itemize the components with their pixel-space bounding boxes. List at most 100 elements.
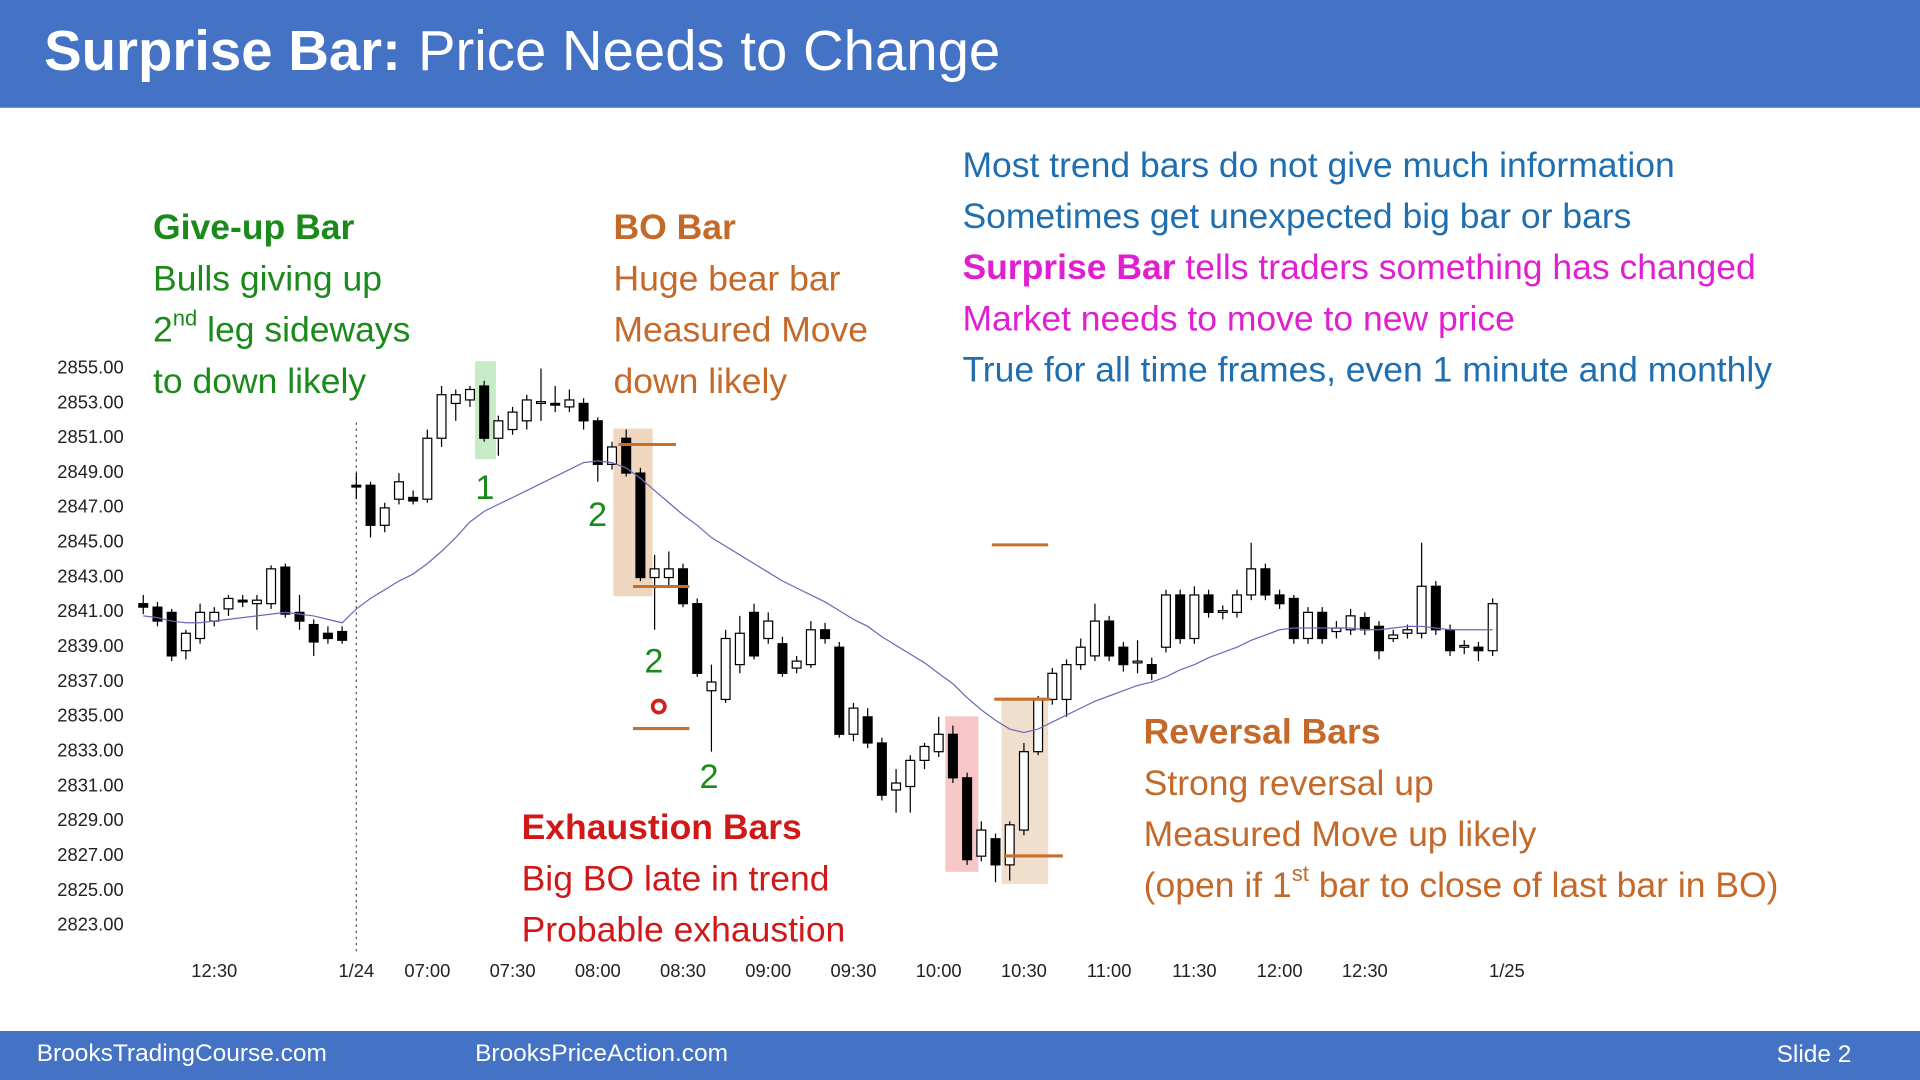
- y-tick-label: 2833.00: [57, 740, 123, 761]
- candle-body: [976, 829, 987, 857]
- callout-text: Reversal Bars: [1144, 712, 1381, 752]
- callout-text: Probable exhaustion: [522, 910, 846, 950]
- y-tick-label: 2855.00: [57, 356, 123, 377]
- candle-body: [422, 437, 433, 500]
- callout-text: Market needs to move to new price: [962, 299, 1515, 339]
- callout-text: Bulls giving up: [153, 259, 382, 299]
- candle-body: [322, 632, 333, 640]
- candle-body: [1217, 610, 1228, 613]
- candle-body: [734, 632, 745, 666]
- candle-body: [436, 394, 447, 439]
- callout-line: Most trend bars do not give much informa…: [962, 145, 1674, 185]
- candle-body: [876, 742, 887, 796]
- candle-body: [606, 446, 618, 465]
- candle-body: [138, 603, 149, 608]
- x-tick-label: 1/25: [1489, 960, 1525, 981]
- candle-body: [1089, 620, 1100, 657]
- bar-label: 2: [699, 758, 718, 796]
- candle-body: [237, 599, 248, 603]
- candle-body: [1459, 644, 1470, 648]
- x-tick-label: 11:00: [1087, 960, 1132, 981]
- candle-body: [266, 568, 277, 605]
- candle-body: [308, 623, 319, 643]
- candle-body: [1132, 660, 1143, 664]
- candle-body: [1246, 568, 1257, 596]
- callout-line: Give-up Bar: [153, 208, 354, 248]
- callout-line: Probable exhaustion: [522, 910, 846, 950]
- candle-body: [1075, 646, 1086, 666]
- callout-line: Measured Move up likely: [1144, 814, 1537, 854]
- candle-body: [706, 681, 717, 692]
- cursor-dot: [650, 698, 667, 715]
- moving-average: [143, 460, 1493, 734]
- candle-body: [521, 399, 532, 422]
- candle-body: [507, 411, 518, 431]
- candle-body: [919, 745, 930, 762]
- callout-line: Big BO late in trend: [522, 859, 830, 899]
- candle-body: [990, 838, 1001, 866]
- plot: 2823.00 2825.00 2827.00 2829.00 2831.00 2833.…: [57, 356, 1524, 981]
- candle-body: [621, 437, 632, 474]
- x-tick-label: 08:30: [660, 960, 706, 981]
- candle-body: [337, 630, 348, 641]
- x-tick-label: 09:30: [830, 960, 876, 981]
- y-tick-label: 2825.00: [57, 879, 123, 900]
- x-tick-label: 12:00: [1257, 960, 1303, 981]
- header-band: [0, 0, 1920, 108]
- candle-body: [564, 399, 575, 408]
- title-bold: Surprise Bar:: [44, 19, 401, 82]
- candle-body: [749, 611, 760, 657]
- candle-body: [834, 646, 845, 735]
- callout-text: Sometimes get unexpected big bar or bars: [962, 196, 1631, 236]
- candle-body: [493, 420, 504, 439]
- candle-body: [408, 496, 419, 502]
- callout-line: Measured Move: [613, 310, 868, 350]
- candle-body: [1160, 594, 1171, 648]
- callout-line: True for all time frames, even 1 minute …: [962, 350, 1772, 390]
- callout-line: Exhaustion Bars: [522, 808, 802, 848]
- y-tick-label: 2849.00: [57, 461, 123, 482]
- candle-body: [1104, 620, 1115, 657]
- y-tick-label: 2843.00: [57, 565, 123, 586]
- callout-line: Surprise Bar tells traders something has…: [962, 247, 1755, 287]
- candle-body: [891, 782, 902, 791]
- callout-text: Most trend bars do not give much informa…: [962, 145, 1674, 185]
- candle-body: [848, 707, 859, 735]
- candle-body: [379, 507, 390, 526]
- callout-line: Reversal Bars: [1144, 712, 1381, 752]
- candle-body: [933, 733, 944, 753]
- candle-body: [393, 481, 404, 500]
- callout-text: Exhaustion Bars: [522, 808, 802, 848]
- candle-body: [635, 472, 646, 579]
- callout-line: 2nd leg sideways: [153, 306, 410, 350]
- callout-text: 2: [153, 310, 173, 350]
- callout-text: down likely: [613, 361, 787, 401]
- callout-text: leg sideways: [197, 310, 410, 350]
- callout-line: to down likely: [153, 361, 366, 401]
- y-tick-label: 2853.00: [57, 391, 123, 412]
- candle-body: [1359, 616, 1370, 631]
- footer-band: [0, 1031, 1920, 1080]
- candle-body: [351, 484, 362, 488]
- candle-body: [294, 611, 305, 622]
- y-tick-label: 2841.00: [57, 600, 123, 621]
- callout-text: True for all time frames, even 1 minute …: [962, 350, 1772, 390]
- x-tick-label: 12:30: [1342, 960, 1388, 981]
- candle-body: [180, 632, 191, 652]
- candle-body: [962, 777, 973, 861]
- callout-line: Strong reversal up: [1144, 763, 1434, 803]
- candle-body: [592, 420, 603, 465]
- footer-center: BrooksPriceAction.com: [475, 1040, 728, 1067]
- candle-body: [1189, 594, 1200, 640]
- candle-body: [791, 660, 802, 669]
- candle-body: [1445, 629, 1456, 652]
- candle-body: [1288, 597, 1299, 640]
- candle-body: [550, 402, 561, 406]
- y-tick-label: 2845.00: [57, 531, 123, 552]
- callout-text: Huge bear bar: [613, 259, 840, 299]
- callout-text: nd: [173, 306, 198, 331]
- bar-label: 2: [588, 496, 607, 534]
- candle-body: [1203, 594, 1214, 613]
- callout-text: Measured Move: [613, 310, 868, 350]
